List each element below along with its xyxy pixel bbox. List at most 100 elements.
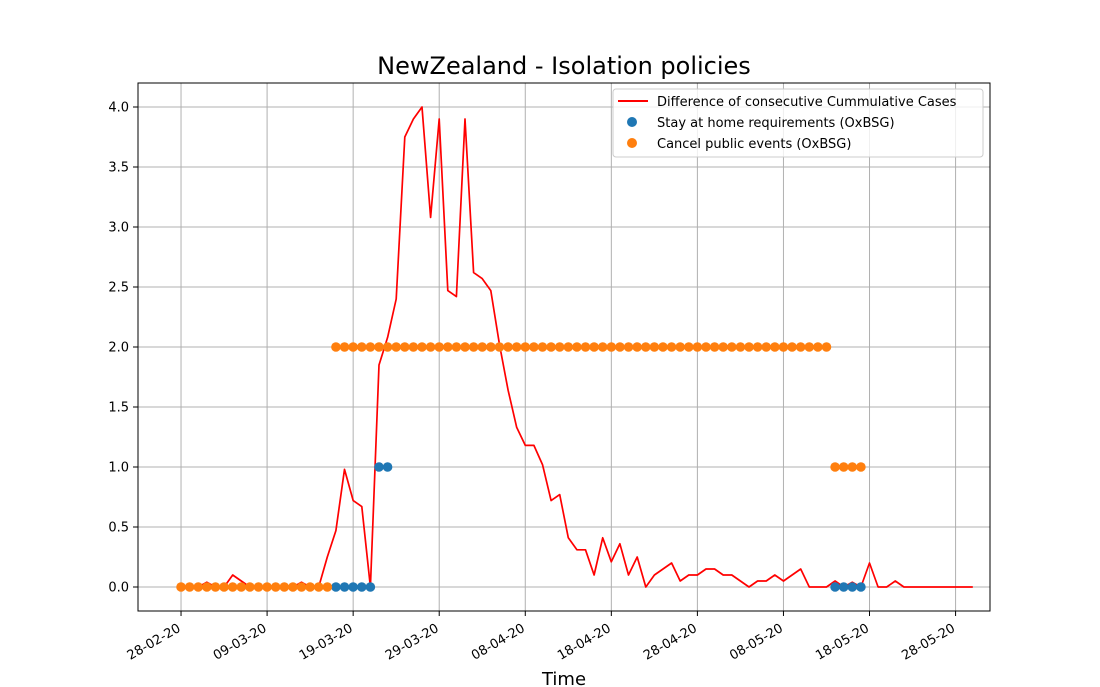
cancel-events-point	[339, 342, 350, 352]
x-tick-label: 18-04-20	[555, 621, 614, 663]
stay-home-point	[374, 462, 384, 472]
stay-home-point	[856, 582, 866, 592]
cancel-events-point	[727, 342, 737, 352]
cancel-events-point	[752, 342, 763, 352]
x-tick-label: 28-04-20	[641, 621, 700, 663]
cancel-events-point	[253, 582, 264, 592]
y-tick-label: 4.0	[108, 101, 129, 116]
cancel-events-point	[468, 342, 479, 352]
axes: 0.0 0.5 1.0 1.5 2.0 2.5 3.0 3.5 4.0 28-02-20 09-03…	[108, 101, 958, 664]
cancel-events-point	[262, 582, 272, 592]
cancel-events-point	[597, 342, 608, 352]
y-tick-label: 0.5	[108, 521, 129, 536]
cancel-events-point	[486, 342, 496, 352]
cancel-events-point	[322, 582, 333, 592]
cancel-events-point	[770, 342, 780, 352]
series-layer	[176, 106, 973, 592]
cancel-events-point	[451, 342, 462, 352]
stay-home-point	[331, 582, 341, 592]
legend: Difference of consecutive Cummulative Ca…	[612, 88, 984, 158]
cancel-events-point	[210, 582, 221, 592]
stay-home-point	[339, 582, 350, 592]
cancel-events-point	[649, 342, 660, 352]
cancel-events-point	[838, 462, 849, 472]
cancel-events-point	[365, 342, 376, 352]
cancel-events-point	[795, 342, 806, 352]
y-tick-label: 2.0	[108, 341, 129, 356]
x-tick-label: 18-05-20	[813, 621, 872, 663]
cancel-events-point	[202, 582, 212, 592]
cancel-events-point	[658, 342, 668, 352]
cancel-events-point	[735, 342, 746, 352]
cancel-events-point	[245, 582, 255, 592]
cancel-events-point	[640, 342, 651, 352]
cancel-events-point	[692, 342, 703, 352]
y-tick-label: 2.5	[108, 281, 129, 296]
cancel-events-point	[718, 342, 729, 352]
cancel-events-point	[305, 582, 315, 592]
x-tick-label: 19-03-20	[297, 621, 356, 663]
x-tick-label: 08-05-20	[727, 621, 786, 663]
cancel-events-point	[761, 342, 772, 352]
cancel-events-point	[494, 342, 505, 352]
cancel-events-point	[288, 582, 298, 592]
cancel-events-point	[623, 342, 634, 352]
cancel-events-point	[615, 342, 625, 352]
cancel-events-point	[554, 342, 565, 352]
y-tick-label: 1.0	[108, 461, 129, 476]
cancel-events-point	[856, 462, 866, 472]
x-tick-label: 28-05-20	[899, 621, 958, 663]
cancel-events-point	[632, 342, 642, 352]
cancel-events-point	[589, 342, 599, 352]
cancel-events-point	[744, 342, 754, 352]
cancel-events-point	[511, 342, 522, 352]
cancel-events-point	[270, 582, 281, 592]
x-tick-label: 09-03-20	[211, 621, 270, 663]
cancel-events-point	[193, 582, 204, 592]
y-tick-label: 3.0	[108, 221, 129, 236]
cancel-events-point	[546, 342, 556, 352]
cancel-events-point	[813, 342, 823, 352]
cancel-events-point	[675, 342, 685, 352]
cancel-events-point	[787, 342, 797, 352]
cancel-events-point	[227, 582, 238, 592]
cancel-events-point	[356, 342, 367, 352]
cancel-events-point	[331, 342, 341, 352]
stay-home-point	[365, 582, 376, 592]
x-tick-label: 29-03-20	[383, 621, 442, 663]
stay-home-point	[830, 582, 840, 592]
cancel-events-point	[374, 342, 384, 352]
legend-label-cases: Difference of consecutive Cummulative Ca…	[657, 95, 957, 110]
cancel-events-point	[778, 342, 789, 352]
stay-home-point	[382, 462, 393, 472]
cancel-events-point	[348, 342, 358, 352]
legend-stay-home-swatch	[627, 117, 637, 127]
cancel-events-point	[503, 342, 513, 352]
y-tick-label: 3.5	[108, 161, 129, 176]
cancel-events-point	[666, 342, 677, 352]
cancel-events-point	[520, 342, 531, 352]
x-tick-label: 08-04-20	[469, 621, 528, 663]
cancel-events-point	[580, 342, 591, 352]
stay-home-point	[847, 582, 858, 592]
legend-box	[612, 88, 984, 158]
cancel-events-point	[477, 342, 488, 352]
cancel-events-point	[408, 342, 419, 352]
cancel-events-point	[399, 342, 410, 352]
cancel-events-point	[572, 342, 582, 352]
cancel-events-point	[709, 342, 720, 352]
cancel-events-point	[460, 342, 470, 352]
cancel-events-point	[563, 342, 574, 352]
cancel-events-point	[847, 462, 858, 472]
cancel-events-point	[701, 342, 711, 352]
cancel-events-point	[391, 342, 401, 352]
cancel-events-point	[537, 342, 548, 352]
cancel-events-point	[606, 342, 617, 352]
legend-label-cancel-events: Cancel public events (OxBSG)	[657, 137, 851, 152]
cancel-events-point	[434, 342, 445, 352]
cancel-events-point	[313, 582, 324, 592]
cancel-events-point	[830, 462, 840, 472]
chart-title: NewZealand - Isolation policies	[377, 52, 751, 80]
y-tick-label: 0.0	[108, 581, 129, 596]
